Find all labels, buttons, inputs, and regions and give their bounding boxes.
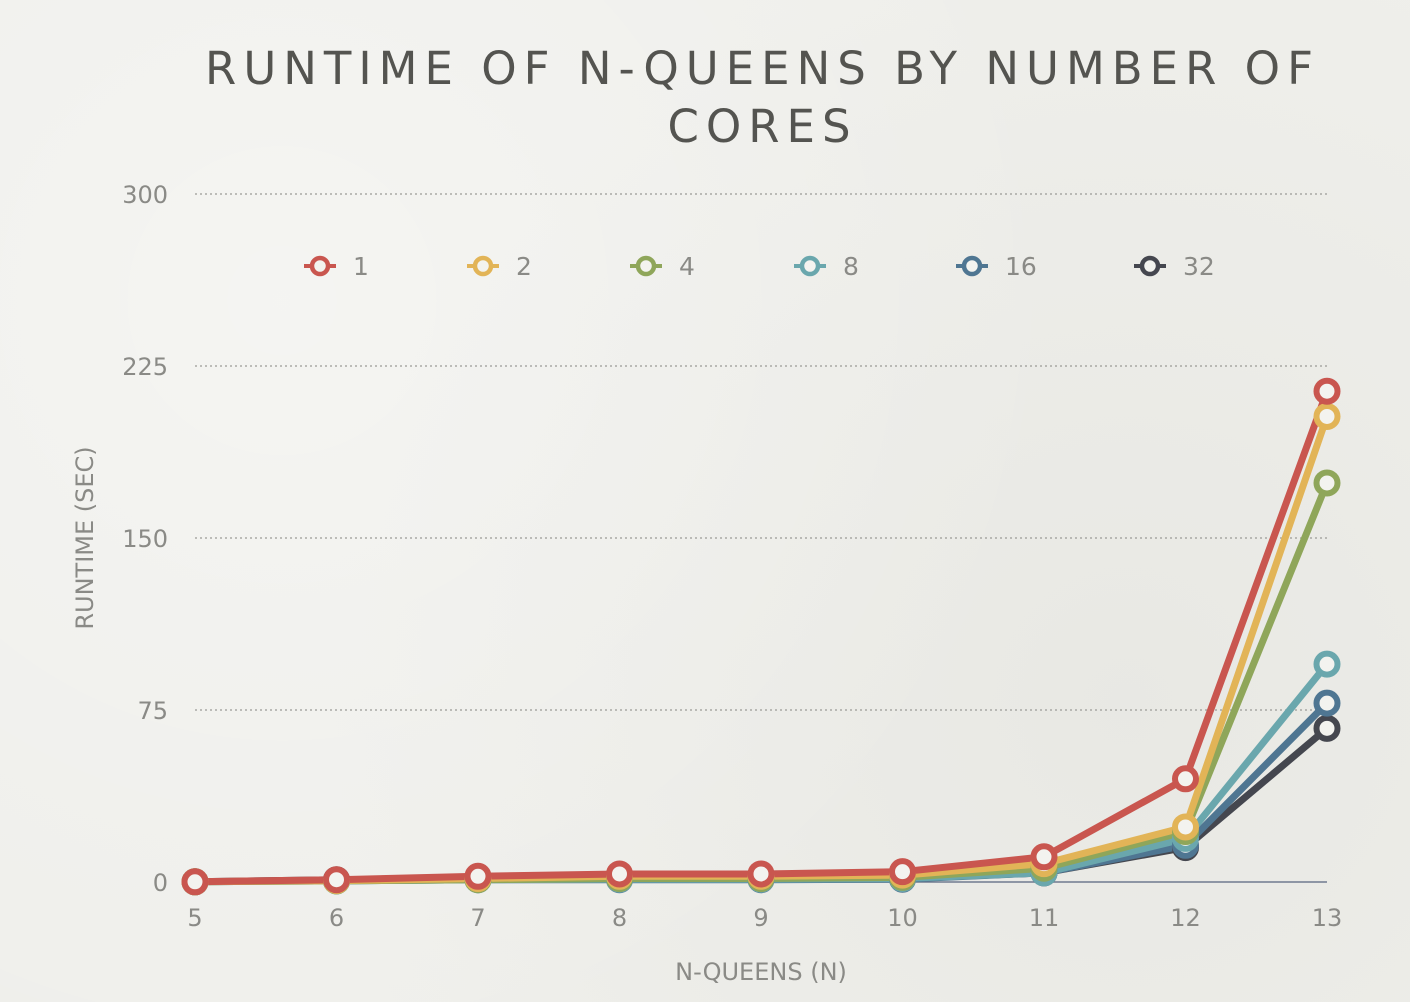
data-point-1 bbox=[747, 860, 775, 888]
y-axis-title: RUNTIME (SEC) bbox=[71, 446, 99, 629]
legend-item-2: 2 bbox=[467, 252, 532, 281]
data-point-1 bbox=[323, 866, 350, 894]
data-point-8 bbox=[1313, 650, 1341, 678]
legend-label: 16 bbox=[1005, 252, 1037, 281]
legend-marker bbox=[635, 255, 657, 277]
series-line-2 bbox=[191, 412, 1331, 886]
series-points bbox=[181, 377, 1341, 896]
series-line-32 bbox=[191, 724, 1331, 886]
data-point-32 bbox=[1313, 714, 1341, 742]
legend-label: 1 bbox=[353, 252, 369, 281]
x-axis-tick-labels: 5 6 7 8 9 10 11 12 13 bbox=[187, 904, 1342, 932]
chart-title: RUNTIME OF N-QUEENS BY NUMBER OF CORES bbox=[205, 42, 1320, 153]
legend-label: 2 bbox=[516, 252, 532, 281]
legend-marker bbox=[472, 255, 494, 277]
data-point-1 bbox=[1030, 843, 1058, 871]
data-point-1 bbox=[606, 860, 633, 888]
data-point-16 bbox=[1313, 689, 1341, 717]
legend-label: 4 bbox=[679, 252, 695, 281]
data-point-1 bbox=[889, 858, 916, 886]
y-axis-tick-labels: 0 75 150 225 300 bbox=[122, 181, 168, 897]
data-point-1 bbox=[464, 862, 492, 890]
y-tick-label: 75 bbox=[137, 697, 168, 725]
legend-item-1: 1 bbox=[304, 252, 369, 281]
legend-marker bbox=[1139, 255, 1161, 277]
x-tick-label: 6 bbox=[329, 904, 344, 932]
legend: 1 2 4 8 16 32 bbox=[304, 252, 1215, 281]
data-point-2 bbox=[1172, 813, 1199, 841]
legend-marker bbox=[961, 255, 983, 277]
x-tick-label: 13 bbox=[1312, 904, 1343, 932]
gridlines bbox=[195, 193, 1327, 883]
series-line-1 bbox=[191, 387, 1331, 886]
y-tick-label: 0 bbox=[153, 869, 168, 897]
data-point-1 bbox=[181, 868, 209, 896]
x-tick-label: 9 bbox=[753, 904, 768, 932]
y-tick-label: 300 bbox=[122, 181, 168, 209]
legend-item-4: 4 bbox=[630, 252, 695, 281]
y-tick-label: 150 bbox=[122, 525, 168, 553]
series-line-4 bbox=[191, 479, 1331, 886]
series-lines bbox=[191, 387, 1331, 886]
legend-label: 32 bbox=[1183, 252, 1215, 281]
x-tick-label: 10 bbox=[887, 904, 918, 932]
legend-item-16: 16 bbox=[956, 252, 1037, 281]
legend-marker bbox=[799, 255, 821, 277]
x-tick-label: 12 bbox=[1170, 904, 1201, 932]
x-axis-title: N-QUEENS (N) bbox=[675, 958, 847, 986]
legend-item-8: 8 bbox=[794, 252, 859, 281]
y-tick-label: 225 bbox=[122, 353, 168, 381]
data-point-4 bbox=[1313, 469, 1341, 497]
legend-label: 8 bbox=[843, 252, 859, 281]
x-tick-label: 7 bbox=[470, 904, 485, 932]
x-tick-label: 11 bbox=[1029, 904, 1060, 932]
x-tick-label: 5 bbox=[187, 904, 202, 932]
data-point-1 bbox=[1313, 377, 1341, 405]
legend-marker bbox=[309, 255, 331, 277]
data-point-2 bbox=[1313, 402, 1341, 430]
data-point-1 bbox=[1172, 765, 1199, 793]
x-tick-label: 8 bbox=[612, 904, 627, 932]
legend-item-32: 32 bbox=[1134, 252, 1215, 281]
